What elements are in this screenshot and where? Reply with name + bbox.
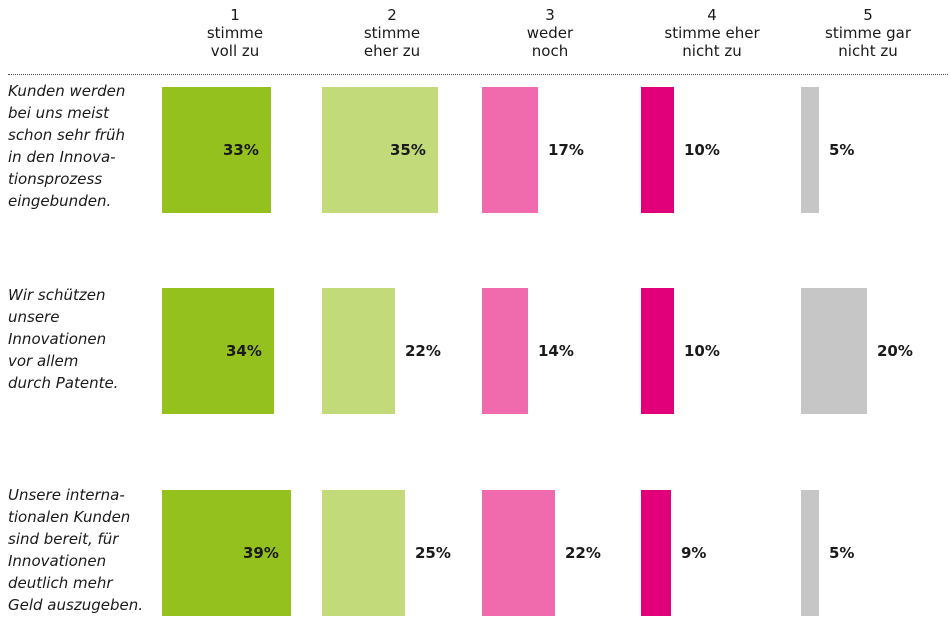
column-number: 2: [387, 6, 397, 24]
value-label-row3-col4: 9%: [681, 544, 707, 562]
column-label: stimme voll zu: [206, 24, 264, 60]
bar-row2-col5: [801, 288, 867, 414]
bar-row1-col4: [641, 87, 674, 213]
value-label-row2-col5: 20%: [877, 342, 913, 360]
bar-row2-col1: [162, 288, 274, 414]
value-label-row3-col3: 22%: [565, 544, 601, 562]
bar-row2-col2: [322, 288, 395, 414]
header-divider: [8, 74, 948, 75]
column-header-5: 5 stimme gar nicht zu: [793, 6, 943, 60]
row-label-2: Wir schützen unsere Innovationen vor all…: [8, 286, 119, 392]
column-label: stimme gar nicht zu: [825, 24, 911, 60]
value-label-row3-col5: 5%: [829, 544, 855, 562]
column-number: 1: [230, 6, 240, 24]
value-label-row2-col4: 10%: [684, 342, 720, 360]
row-label-1: Kunden werden bei uns meist schon sehr f…: [8, 82, 126, 210]
value-label-row1-col1: 33%: [223, 141, 259, 159]
row-label-3: Unsere interna- tionalen Kunden sind ber…: [8, 486, 143, 614]
column-header-4: 4 stimme eher nicht zu: [637, 6, 787, 60]
column-header-2: 2 stimme eher zu: [317, 6, 467, 60]
value-label-row1-col3: 17%: [548, 141, 584, 159]
value-label-row2-col2: 22%: [405, 342, 441, 360]
value-label-row1-col5: 5%: [829, 141, 855, 159]
value-label-row2-col1: 34%: [226, 342, 262, 360]
value-label-row1-col4: 10%: [684, 141, 720, 159]
bar-row3-col1: [162, 490, 291, 616]
column-header-3: 3 weder noch: [475, 6, 625, 60]
value-label-row3-col2: 25%: [415, 544, 451, 562]
bar-row1-col1: [162, 87, 271, 213]
value-label-row2-col3: 14%: [538, 342, 574, 360]
bar-row3-col4: [641, 490, 671, 616]
column-number: 3: [545, 6, 555, 24]
column-label: stimme eher nicht zu: [664, 24, 760, 60]
column-header-1: 1 stimme voll zu: [160, 6, 310, 60]
bar-row3-col5: [801, 490, 819, 616]
column-number: 5: [863, 6, 873, 24]
bar-row1-col2: [322, 87, 438, 213]
bar-row1-col5: [801, 87, 819, 213]
value-label-row1-col2: 35%: [390, 141, 426, 159]
column-number: 4: [707, 6, 717, 24]
bar-row2-col4: [641, 288, 674, 414]
bar-row3-col3: [482, 490, 555, 616]
value-label-row3-col1: 39%: [243, 544, 279, 562]
bar-row1-col3: [482, 87, 538, 213]
bar-row3-col2: [322, 490, 405, 616]
bar-row2-col3: [482, 288, 528, 414]
column-label: stimme eher zu: [363, 24, 421, 60]
column-label: weder noch: [526, 24, 574, 60]
